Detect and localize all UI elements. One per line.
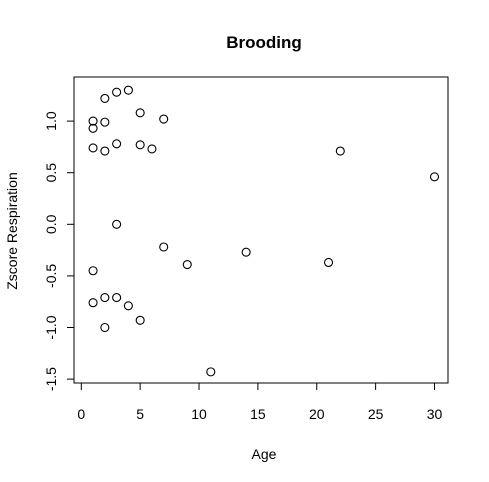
data-point	[112, 219, 122, 229]
y-tick-label: -1.0	[43, 315, 59, 339]
data-point	[147, 144, 157, 154]
x-tick-label: 20	[309, 406, 325, 422]
data-point	[88, 143, 98, 153]
x-axis: 0 5 10 15 20 25 30	[77, 382, 443, 422]
x-axis-label: Age	[252, 446, 277, 462]
y-axis-label: Zscore Respiration	[4, 172, 20, 290]
data-points	[88, 85, 440, 377]
y-axis: -1.5 -1.0 -0.5 0.0 0.5 1.0	[43, 111, 75, 391]
data-point	[159, 242, 169, 252]
y-tick-label: -1.5	[43, 367, 59, 391]
data-point	[123, 85, 133, 95]
x-tick-label: 5	[136, 406, 144, 422]
chart-title: Brooding	[226, 33, 302, 52]
x-tick-label: 25	[368, 406, 384, 422]
data-point	[135, 108, 145, 118]
y-tick-label: 0.5	[43, 163, 59, 183]
x-tick-label: 10	[191, 406, 207, 422]
data-point	[206, 367, 216, 377]
data-point	[112, 293, 122, 303]
x-tick-label: 30	[427, 406, 443, 422]
plot-frame	[73, 76, 449, 384]
data-point	[135, 140, 145, 150]
data-point	[100, 117, 110, 127]
data-point	[123, 301, 133, 311]
y-tick-label: 0.0	[43, 214, 59, 234]
x-tick-label: 15	[250, 406, 266, 422]
data-point	[100, 146, 110, 156]
data-point	[88, 266, 98, 276]
data-point	[88, 123, 98, 133]
data-point	[112, 139, 122, 149]
x-tick-label: 0	[77, 406, 85, 422]
data-point	[159, 114, 169, 124]
data-point	[335, 146, 345, 156]
y-tick-label: 1.0	[43, 111, 59, 131]
data-point	[135, 315, 145, 325]
y-tick-label: -0.5	[43, 264, 59, 288]
data-point	[100, 93, 110, 103]
data-point	[182, 259, 192, 270]
data-point	[241, 247, 251, 257]
data-point	[100, 293, 110, 303]
data-point	[88, 116, 98, 126]
data-point	[429, 172, 440, 182]
data-point	[88, 298, 98, 308]
data-point	[323, 257, 334, 268]
data-point	[100, 322, 110, 333]
data-point	[112, 87, 122, 97]
